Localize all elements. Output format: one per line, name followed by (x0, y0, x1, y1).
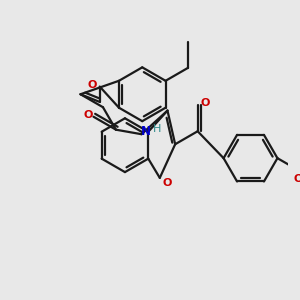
Text: O: O (293, 174, 300, 184)
Text: O: O (201, 98, 210, 108)
Text: O: O (87, 80, 97, 90)
Text: O: O (163, 178, 172, 188)
Text: N: N (141, 125, 151, 138)
Text: O: O (83, 110, 92, 120)
Text: H: H (153, 124, 161, 134)
